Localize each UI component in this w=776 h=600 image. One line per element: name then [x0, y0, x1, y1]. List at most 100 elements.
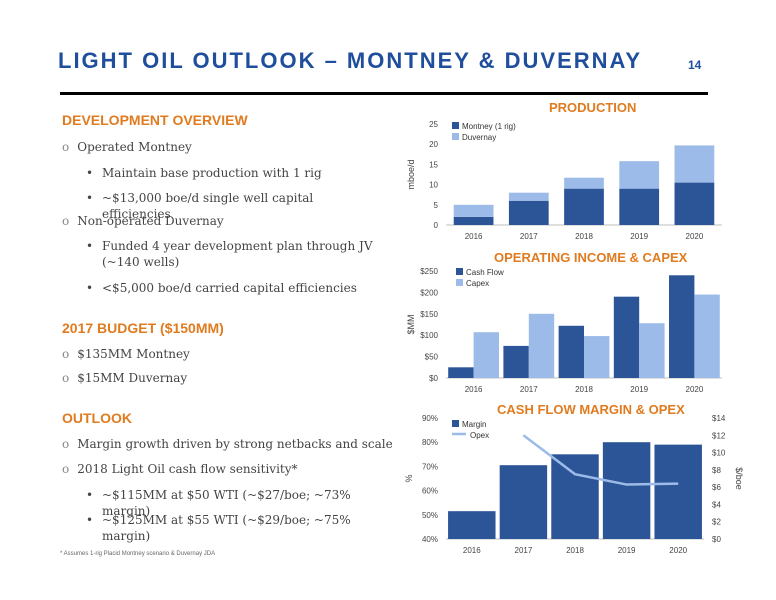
x-tick-label: 2019: [630, 385, 648, 394]
y-axis-label: mboe/d: [406, 159, 416, 189]
sub-bullet-text: ~$125MM at $55 WTI (~$29/boe; ~75% margi…: [102, 513, 351, 543]
y-axis-label: %: [404, 474, 414, 482]
bullet-text: Margin growth driven by strong netbacks …: [77, 437, 393, 451]
y2-tick-label: $10: [712, 449, 726, 458]
sub-bullet-marker: •: [86, 166, 94, 180]
y-tick-label: $50: [425, 353, 439, 362]
cash-flow-margin-chart: 40% 50% 60% 70% 80% 90%% 2016 2017 2018 2019 2020 $…: [404, 414, 744, 555]
y-tick-label: 0: [434, 221, 439, 230]
bar-primary: [619, 188, 660, 225]
bullet-marker: o: [62, 437, 70, 451]
y-tick-label: $150: [420, 310, 438, 319]
bar-secondary: [619, 161, 660, 189]
sub-bullet-item: • ~$125MM at $55 WTI (~$29/boe; ~75% marg…: [86, 512, 376, 544]
bullet-text: 2018 Light Oil cash flow sensitivity*: [77, 462, 298, 476]
sub-bullet-item: • ~$115MM at $50 WTI (~$27/boe; ~73% marg…: [86, 487, 376, 519]
bullet-marker: o: [62, 140, 70, 154]
sub-bullet-text: Funded 4 year development plan through J…: [102, 239, 373, 269]
bar-primary: [602, 442, 651, 539]
y-tick-label: $0: [429, 374, 438, 383]
x-tick-label: 2017: [520, 232, 538, 241]
bar-secondary: [528, 313, 555, 378]
y-tick-label: 5: [434, 201, 439, 210]
y-tick-label: $200: [420, 288, 438, 297]
y2-tick-label: $2: [712, 518, 721, 527]
bar-secondary: [453, 204, 494, 217]
development-overview-heading: DEVELOPMENT OVERVIEW: [62, 112, 248, 128]
outlook-heading: OUTLOOK: [62, 410, 132, 426]
bar-primary: [674, 182, 715, 225]
sub-bullet-marker: •: [86, 281, 94, 295]
x-tick-label: 2020: [669, 546, 687, 555]
y2-tick-label: $4: [712, 500, 721, 509]
sub-bullet-marker: •: [86, 239, 94, 253]
legend-label: Duvernay: [462, 133, 496, 142]
legend-swatch: [452, 122, 459, 129]
x-tick-label: 2020: [686, 385, 704, 394]
legend-label: Montney (1 rig): [462, 122, 516, 131]
x-tick-label: 2018: [575, 385, 593, 394]
bar-primary: [551, 454, 599, 539]
bullet-item: o Operated Montney: [62, 140, 192, 154]
bar-secondary: [694, 294, 720, 378]
sub-bullet-item: • <$5,000 boe/d carried capital efficienc…: [86, 280, 376, 296]
x-tick-label: 2019: [618, 546, 636, 555]
page-title: LIGHT OIL OUTLOOK – MONTNEY & DUVERNAY: [58, 48, 643, 73]
bullet-marker: o: [62, 214, 70, 228]
y2-tick-label: $12: [712, 431, 726, 440]
sub-bullet-item: • Maintain base production with 1 rig: [86, 165, 376, 181]
x-tick-label: 2016: [465, 385, 483, 394]
bullet-marker: o: [62, 347, 70, 361]
bullet-item: o 2018 Light Oil cash flow sensitivity*: [62, 462, 298, 476]
opex-line: [522, 434, 679, 486]
y2-tick-label: $6: [712, 483, 721, 492]
y2-tick-label: $0: [712, 535, 721, 544]
x-tick-label: 2017: [520, 385, 538, 394]
sub-bullet-text: <$5,000 boe/d carried capital efficienci…: [102, 281, 357, 295]
x-tick-label: 2018: [566, 546, 584, 555]
y2-tick-label: $8: [712, 466, 721, 475]
y-tick-label: 50%: [422, 511, 438, 520]
sub-bullet-item: • Funded 4 year development plan through …: [86, 238, 376, 270]
bar-primary: [453, 216, 494, 225]
legend-label: Cash Flow: [466, 268, 504, 277]
bullet-text: Operated Montney: [77, 140, 192, 154]
legend-swatch: [452, 133, 459, 140]
page-number: 14: [688, 58, 702, 72]
bar-primary: [448, 511, 496, 539]
x-tick-label: 2019: [630, 232, 648, 241]
bar-secondary: [473, 332, 499, 378]
y-tick-label: $250: [420, 267, 438, 276]
y-tick-label: 40%: [422, 535, 438, 544]
sub-bullet-item: • ~$13,000 boe/d single well capital effi…: [86, 190, 376, 222]
y-tick-label: $100: [420, 331, 438, 340]
bar-secondary: [564, 177, 604, 189]
bar-primary: [654, 444, 702, 539]
bar-primary: [508, 200, 549, 225]
bar-primary: [499, 465, 548, 539]
bullet-marker: o: [62, 371, 70, 385]
y-axis-label: $MM: [406, 315, 416, 335]
x-tick-label: 2016: [465, 232, 483, 241]
y-tick-label: 20: [429, 140, 438, 149]
y-tick-label: 60%: [422, 487, 438, 496]
bar-primary: [448, 367, 474, 378]
bar-primary: [564, 188, 604, 225]
x-tick-label: 2017: [515, 546, 533, 555]
y-tick-label: 15: [429, 160, 438, 169]
y-tick-label: 25: [429, 120, 438, 129]
bar-secondary: [674, 145, 715, 183]
x-tick-label: 2016: [463, 546, 481, 555]
sub-bullet-marker: •: [86, 488, 94, 502]
y-tick-label: 80%: [422, 438, 438, 447]
bullet-item: o $15MM Duvernay: [62, 371, 187, 385]
y2-tick-label: $14: [712, 414, 726, 423]
sub-bullet-text: Maintain base production with 1 rig: [102, 166, 322, 180]
sub-bullet-marker: •: [86, 191, 94, 205]
operating-income-chart: $0 $50 $100 $150 $200 $250 $MM 2016 2017 2018 2019…: [406, 267, 722, 394]
sub-bullet-text: ~$13,000 boe/d single well capital effic…: [102, 191, 314, 221]
bar-secondary: [639, 323, 665, 378]
bullet-text: $15MM Duvernay: [77, 371, 188, 385]
footnote: * Assumes 1-rig Placid Montney scenario …: [60, 551, 216, 557]
bar-secondary: [584, 336, 610, 378]
